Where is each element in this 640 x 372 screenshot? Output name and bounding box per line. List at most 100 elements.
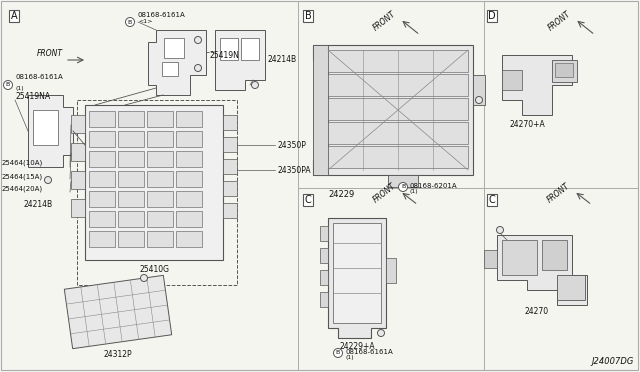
Polygon shape [215,30,265,90]
Text: 25464(15A): 25464(15A) [2,173,43,180]
Bar [71,171,85,189]
Text: A: A [11,11,17,21]
Text: 24214B: 24214B [268,55,297,64]
Bar [328,122,468,144]
Bar [176,111,202,127]
Bar [71,199,85,217]
Bar [118,191,144,207]
Bar [118,171,144,187]
Bar [33,110,58,145]
Bar [147,191,173,207]
Bar [333,223,381,323]
Bar [89,191,115,207]
Bar [223,115,237,130]
Bar [328,146,468,168]
Text: 08168-6161A: 08168-6161A [138,12,186,18]
Bar [241,38,259,60]
Circle shape [195,36,202,44]
Text: FRONT: FRONT [372,182,398,205]
Bar [176,191,202,207]
Text: 08168-6201A: 08168-6201A [410,183,458,189]
Bar [89,171,115,187]
Text: B: B [6,83,10,87]
Bar [118,111,144,127]
Bar [223,181,237,196]
Text: 24270: 24270 [525,307,549,316]
Text: C: C [305,195,312,205]
Text: B: B [401,185,405,189]
Bar [176,231,202,247]
Bar [320,248,328,263]
Bar [147,231,173,247]
Bar [85,105,223,260]
Bar [328,98,468,120]
Text: C: C [488,195,495,205]
Bar [118,131,144,147]
Bar [320,270,328,285]
Bar [89,131,115,147]
Bar [473,75,485,105]
Polygon shape [328,218,386,338]
Text: 25419N: 25419N [210,51,240,60]
Text: (1): (1) [345,355,354,360]
Bar [89,111,115,127]
Polygon shape [497,235,587,305]
Bar [502,240,537,275]
Circle shape [141,275,147,282]
Circle shape [378,330,385,337]
Text: FRONT: FRONT [546,182,572,205]
Text: 25464(10A): 25464(10A) [2,160,44,167]
Bar [71,143,85,161]
Text: 24270+A: 24270+A [509,120,545,129]
Bar [89,231,115,247]
Bar [89,151,115,167]
Polygon shape [502,55,572,115]
Text: 24214B: 24214B [23,200,52,209]
Circle shape [399,183,408,192]
Text: 08168-6161A: 08168-6161A [345,349,393,355]
Text: FRONT: FRONT [372,10,398,33]
Bar [147,211,173,227]
Text: FRONT: FRONT [547,10,573,33]
Polygon shape [148,30,206,95]
Text: FRONT: FRONT [37,49,63,58]
Circle shape [195,64,202,71]
Bar [220,38,238,60]
Bar [313,45,328,175]
Polygon shape [313,45,473,175]
Bar [484,250,497,268]
Circle shape [476,96,483,103]
Bar [223,203,237,218]
Bar [555,63,573,77]
Bar [388,175,418,187]
Bar [328,74,468,96]
Text: 25419NA: 25419NA [15,92,50,101]
Bar [386,258,396,283]
Text: B: B [305,11,312,21]
Bar [552,60,577,82]
Bar [502,70,522,90]
Bar [223,137,237,152]
Text: D: D [488,11,496,21]
Bar [320,292,328,307]
Text: (1): (1) [410,189,419,194]
Text: B: B [128,19,132,25]
Bar [320,226,328,241]
Circle shape [497,227,504,234]
Bar [223,159,237,174]
Bar [162,62,178,76]
Text: (1): (1) [15,86,24,91]
Text: 24312P: 24312P [104,350,132,359]
Circle shape [333,349,342,357]
Bar [176,131,202,147]
Circle shape [45,176,51,183]
Polygon shape [64,275,172,349]
Bar [557,275,585,300]
Text: 24350P: 24350P [277,141,306,150]
Circle shape [3,80,13,90]
Text: 24350PA: 24350PA [277,166,310,175]
Bar [77,100,237,285]
Circle shape [125,17,134,26]
Text: B: B [336,350,340,356]
Circle shape [252,81,259,89]
